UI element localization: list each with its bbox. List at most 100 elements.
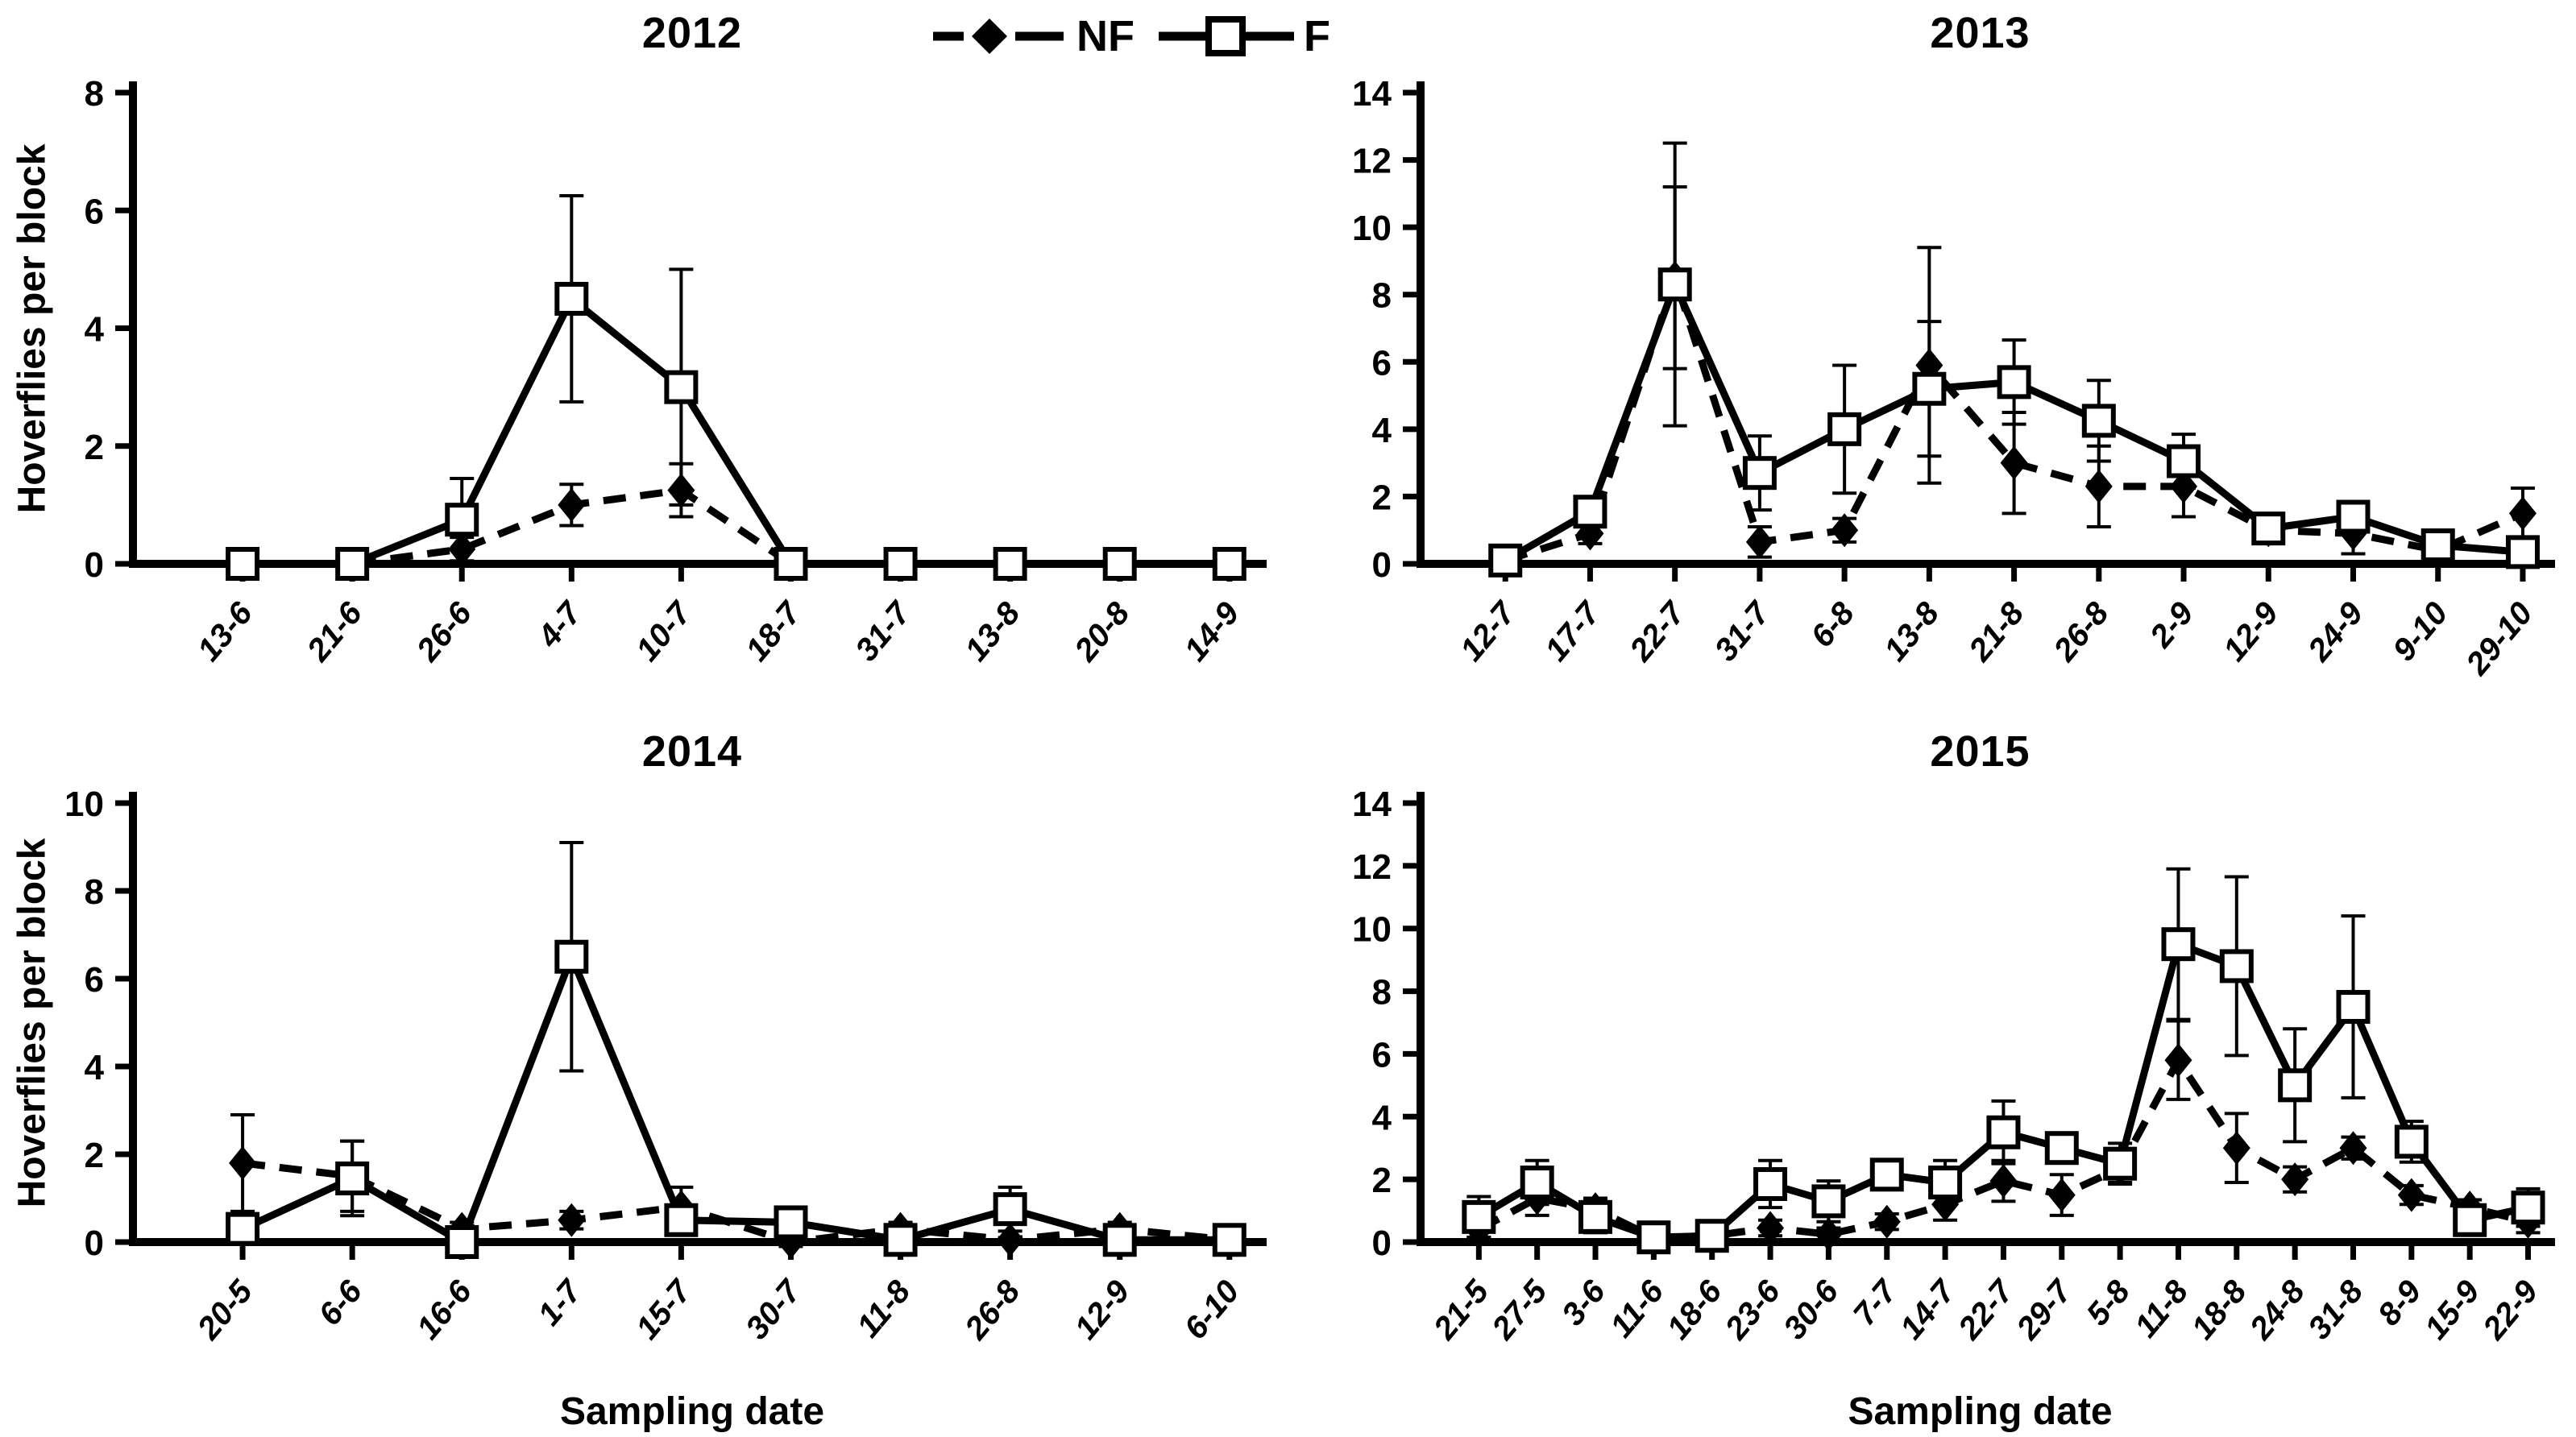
chart-2012: 0 2 4 6 8 13-6 21-6 26-6 4-7 10-7 18-7 31-7 13-8 20-8… [85,74,1267,669]
svg-text:6-10: 6-10 [1178,1274,1247,1347]
svg-text:21-8: 21-8 [1962,595,2031,669]
chart-2014: 0 2 4 6 8 10 20-5 6-6 16-6 1-7 15-7 30-7 11-8 26-8 12-… [64,785,1267,1347]
svg-text:26-8: 26-8 [958,1273,1027,1347]
svg-text:4: 4 [1372,411,1392,450]
svg-text:12-7: 12-7 [1454,594,1523,668]
svg-text:4: 4 [1372,1098,1392,1137]
legend-label-f: F [1303,12,1330,60]
svg-text:2: 2 [85,1136,104,1175]
svg-text:10: 10 [1352,910,1392,950]
svg-text:6-6: 6-6 [312,1273,369,1332]
svg-text:8: 8 [1372,276,1392,316]
legend-item-f: F [1155,11,1330,61]
svg-text:31-8: 31-8 [2301,1273,2371,1346]
x-axis-label-2014: Sampling date [559,1390,825,1433]
panel-2015: 2015 0 2 4 6 8 10 12 14 21-5 27-5 3-6 11-6 18-6 23-6 3… [1288,718,2576,1437]
svg-text:24-8: 24-8 [2242,1273,2312,1347]
svg-text:29-7: 29-7 [2010,1273,2080,1347]
svg-text:26-6: 26-6 [409,595,479,669]
svg-text:4: 4 [85,1048,105,1087]
svg-text:3-6: 3-6 [1555,1273,1612,1332]
svg-text:29-10: 29-10 [2459,596,2540,682]
svg-text:18-8: 18-8 [2185,1273,2255,1346]
svg-text:15-7: 15-7 [629,1273,699,1346]
panel-title-2015: 2015 [1930,727,2031,776]
svg-text:22-7: 22-7 [1623,594,1693,669]
svg-text:6: 6 [85,192,104,231]
svg-text:14: 14 [1352,74,1392,114]
svg-text:24-9: 24-9 [2301,595,2371,669]
svg-text:20-5: 20-5 [190,1273,259,1347]
legend-sample-nf-dashed-diamond-icon [933,19,1064,54]
svg-text:2: 2 [1372,1161,1392,1200]
svg-text:6-8: 6-8 [1804,595,1861,654]
svg-text:23-6: 23-6 [1718,1273,1787,1347]
svg-text:6: 6 [1372,1035,1392,1075]
svg-text:12: 12 [1352,847,1392,887]
panel-2014: 2014 Hoverflies per block 0 2 4 6 8 10 20-5 6-6… [0,718,1288,1437]
svg-text:11-6: 11-6 [1603,1273,1671,1344]
svg-text:20-8: 20-8 [1068,595,1137,669]
svg-text:6: 6 [85,960,104,1000]
svg-text:4-7: 4-7 [531,594,590,655]
svg-text:27-5: 27-5 [1485,1273,1554,1347]
svg-text:30-6: 30-6 [1777,1273,1846,1346]
panel-title-2014: 2014 [641,727,743,776]
svg-text:9-10: 9-10 [2386,596,2454,669]
svg-text:8: 8 [85,74,104,114]
legend-sample-f-solid-square-icon [1158,16,1294,56]
svg-text:22-9: 22-9 [2476,1273,2545,1347]
svg-text:31-7: 31-7 [1708,594,1777,668]
legend-item-nf: NF [928,11,1135,61]
chart-2013: 0 2 4 6 8 10 12 14 12-7 17-7 22-7 31-7 6-8 13-8 21-8 26… [1352,74,2555,682]
svg-text:18-6: 18-6 [1660,1273,1729,1346]
svg-text:5-8: 5-8 [2080,1273,2137,1332]
svg-text:2: 2 [85,428,104,467]
svg-text:13-8: 13-8 [958,595,1027,668]
svg-text:0: 0 [85,545,104,585]
svg-text:13-6: 13-6 [191,595,260,668]
svg-text:0: 0 [1372,545,1392,585]
panel-title-2013: 2013 [1930,9,2031,57]
svg-text:17-7: 17-7 [1538,594,1607,668]
svg-text:2-9: 2-9 [2143,595,2201,655]
svg-text:14-7: 14-7 [1894,1273,1963,1346]
svg-text:22-7: 22-7 [1952,1273,2022,1347]
svg-text:10-7: 10-7 [629,594,699,668]
svg-text:14: 14 [1352,785,1392,824]
svg-text:0: 0 [85,1224,104,1263]
svg-text:26-8: 26-8 [2047,595,2116,669]
panel-2013: 2013 0 2 4 6 8 10 12 14 12-7 17-7 22-7 31-7 6-8 13-8 2… [1288,0,2576,718]
panel-2012: 2012 Hoverflies per block 0 2 4 6 8 13-6 21-6 2… [0,0,1288,718]
svg-text:14-9: 14-9 [1178,595,1247,668]
svg-text:12-9: 12-9 [1068,1273,1137,1346]
svg-text:11-8: 11-8 [2128,1273,2196,1344]
y-axis-label-2014: Hoverflies per block [10,838,54,1208]
x-axis-label-2015: Sampling date [1848,1390,2113,1433]
svg-text:31-7: 31-7 [848,594,918,668]
svg-text:1-7: 1-7 [531,1273,589,1332]
svg-text:10: 10 [1352,209,1392,248]
svg-text:0: 0 [1372,1224,1392,1263]
svg-text:13-8: 13-8 [1877,595,1947,668]
svg-text:21-6: 21-6 [300,595,369,669]
svg-text:8: 8 [1372,973,1392,1013]
svg-text:11-8: 11-8 [850,1273,918,1344]
svg-text:12: 12 [1352,142,1392,181]
legend: NF F [928,11,1330,61]
svg-text:8: 8 [85,872,104,912]
svg-text:21-5: 21-5 [1426,1273,1495,1347]
svg-text:16-6: 16-6 [410,1273,479,1346]
svg-text:18-7: 18-7 [739,594,808,668]
svg-text:30-7: 30-7 [739,1273,808,1346]
svg-text:15-9: 15-9 [2418,1273,2487,1346]
svg-text:4: 4 [85,310,105,350]
y-axis-label-2012: Hoverflies per block [10,143,54,514]
legend-label-nf: NF [1076,12,1135,60]
svg-text:12-9: 12-9 [2217,595,2286,668]
svg-text:2: 2 [1372,478,1392,517]
svg-text:6: 6 [1372,343,1392,383]
